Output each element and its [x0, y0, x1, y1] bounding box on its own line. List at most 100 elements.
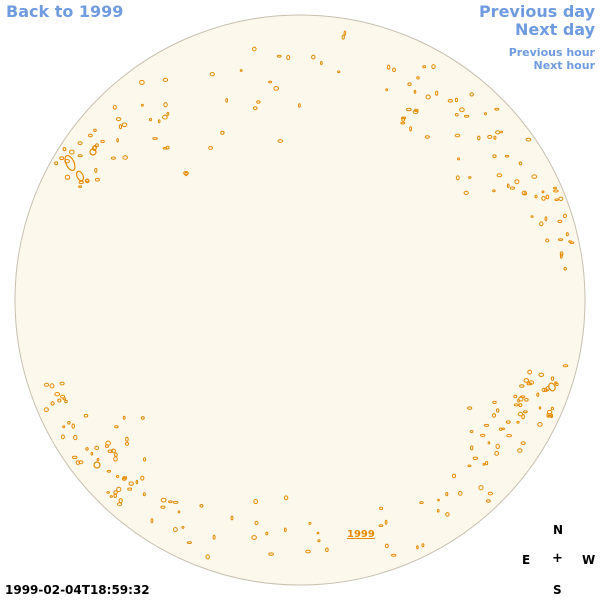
contour-mark [122, 476, 128, 480]
contour-mark [112, 104, 117, 110]
compass-center-icon: + [552, 551, 563, 566]
contour-mark [445, 492, 449, 497]
contour-mark [422, 65, 427, 69]
contour-mark [553, 189, 559, 193]
previous-day-link[interactable]: Previous day [478, 2, 595, 21]
contour-mark [254, 520, 259, 526]
contour-mark [496, 173, 503, 178]
contour-mark [400, 116, 407, 120]
contour-mark [400, 121, 406, 125]
contour-mark [64, 399, 68, 404]
contour-mark [166, 111, 170, 116]
contour-mark [477, 135, 481, 141]
contour-mark [447, 99, 453, 103]
contour-mark [563, 213, 567, 219]
contour-mark [500, 130, 503, 134]
contour-mark [116, 138, 119, 143]
contour-mark [67, 420, 71, 425]
contour-mark [225, 98, 229, 103]
contour-mark [125, 436, 129, 442]
contour-mark [305, 549, 311, 554]
contour-mark [59, 381, 65, 386]
contour-mark [554, 198, 559, 201]
contour-mark [139, 79, 145, 85]
contour-mark [100, 139, 105, 144]
contour-mark [518, 403, 523, 408]
contour-mark [135, 479, 139, 485]
contour-mark [517, 448, 523, 453]
contour-mark [62, 425, 66, 429]
contour-mark [273, 86, 280, 91]
contour-loop [75, 170, 85, 182]
contour-mark [406, 107, 412, 112]
contour-mark [183, 170, 189, 176]
contour-mark [115, 117, 122, 122]
contour-loop [89, 148, 97, 156]
contour-mark [311, 54, 316, 60]
contour-mark [286, 54, 291, 61]
contour-mark [94, 167, 98, 173]
previous-hour-link[interactable]: Previous hour [508, 46, 595, 59]
contour-mark [71, 423, 75, 429]
contour-mark [43, 382, 50, 387]
contour-mark [384, 519, 388, 525]
contour-mark [107, 449, 114, 453]
next-day-link[interactable]: Next day [515, 20, 595, 39]
next-hour-link[interactable]: Next hour [533, 59, 596, 72]
contour-mark [431, 64, 436, 70]
contour-mark [541, 196, 546, 201]
contour-mark [539, 221, 544, 227]
contour-mark [54, 392, 61, 397]
contour-mark [162, 77, 169, 83]
contour-mark [113, 490, 118, 495]
contour-mark [152, 137, 158, 140]
back-to-year-link[interactable]: Back to 1999 [6, 2, 124, 21]
contour-mark [121, 122, 128, 128]
contour-mark [480, 433, 486, 437]
contour-mark [184, 171, 188, 177]
contour-mark [416, 76, 420, 80]
contour-mark [557, 238, 564, 241]
contour-mark [559, 251, 564, 257]
contour-mark [212, 534, 216, 540]
contour-mark [545, 194, 550, 200]
contour-loop [64, 154, 76, 172]
contour-mark [468, 176, 472, 179]
contour-mark [553, 186, 557, 190]
contour-mark [550, 413, 554, 419]
contour-mark [569, 241, 575, 244]
contour-mark [509, 186, 516, 190]
contour-mark [550, 406, 555, 411]
contour-mark [525, 137, 532, 142]
contour-mark [379, 506, 384, 510]
contour-mark [172, 500, 179, 504]
contour-mark [413, 89, 417, 94]
contour-mark [122, 155, 128, 160]
contour-mark [436, 509, 440, 513]
contour-mark [114, 425, 119, 429]
contour-mark [251, 535, 257, 540]
contour-mark [177, 510, 181, 514]
contour-mark [482, 462, 486, 466]
contour-mark [385, 88, 389, 92]
contour-mark [478, 485, 484, 491]
contour-mark [90, 451, 94, 456]
year-marker-link[interactable]: 1999 [347, 529, 375, 540]
contour-mark [163, 102, 168, 108]
solar-disk [14, 14, 586, 586]
contour-mark [538, 372, 545, 377]
contour-mark [54, 161, 59, 166]
contour-mark [59, 156, 65, 160]
contour-mark [545, 238, 550, 243]
contour-mark [141, 103, 144, 107]
contour-mark [277, 139, 284, 143]
contour-mark [419, 501, 424, 505]
contour-mark [424, 135, 430, 139]
contour-mark [562, 364, 569, 368]
contour-mark [487, 491, 493, 496]
magnetic-contours [43, 30, 575, 560]
contour-mark [541, 190, 545, 194]
contour-mark [558, 196, 564, 202]
contour-mark [491, 413, 497, 418]
contour-mark [106, 469, 112, 473]
